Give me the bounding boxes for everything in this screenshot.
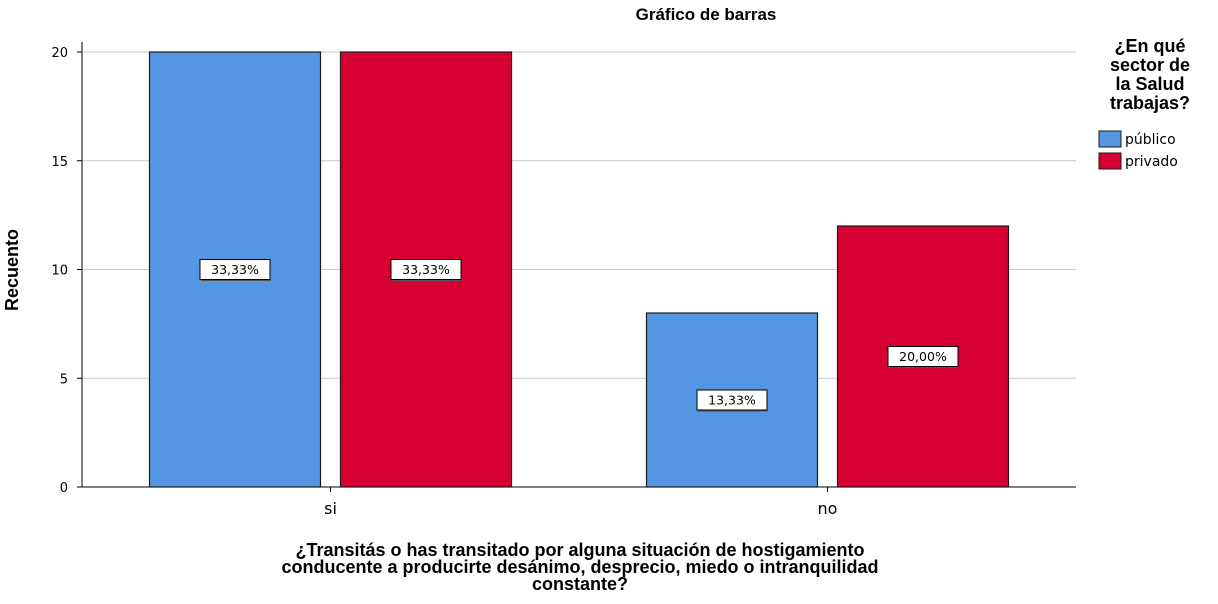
legend-entry-privado: privado (1125, 154, 1178, 170)
data-label-box (887, 346, 959, 367)
bar-privado-si (339, 51, 513, 488)
x-tick-label: no (818, 499, 838, 518)
x-axis-label: ¿Transitás o has transitado por alguna s… (281, 540, 878, 594)
data-label-box (390, 259, 462, 280)
data-label: 20,00% (899, 349, 947, 364)
data-label: 13,33% (708, 393, 756, 408)
x-axis-label-line: ¿Transitás o has transitado por alguna s… (295, 540, 864, 560)
y-tick-label: 20 (51, 46, 68, 61)
y-axis-label: Recuento (2, 229, 22, 311)
x-tick-label: si (324, 499, 337, 518)
legend-title-line: ¿En qué (1115, 36, 1186, 56)
data-label-box (199, 259, 271, 280)
x-axis-label-line: constante? (532, 574, 628, 594)
y-tick-label: 0 (60, 481, 68, 496)
legend-title-line: la Salud (1115, 74, 1184, 94)
legend-swatch-público (1098, 130, 1122, 148)
legend-title-line: sector de (1110, 55, 1190, 75)
y-tick-label: 10 (51, 264, 68, 279)
data-label: 33,33% (211, 262, 259, 277)
legend-swatch-privado (1098, 152, 1122, 170)
x-axis-label-line: conducente a producirte desánimo, despre… (281, 557, 878, 577)
data-label: 33,33% (402, 262, 450, 277)
legend-entry-público: público (1125, 132, 1176, 148)
legend-title-line: trabajas? (1110, 93, 1190, 113)
data-label-box (696, 389, 768, 411)
y-tick-label: 15 (51, 155, 68, 170)
data-labels: 33,33% 33,33% 13,33% 20,00% (199, 259, 959, 412)
chart-title: Gráfico de barras (636, 5, 777, 24)
y-tick-label: 5 (60, 372, 68, 387)
